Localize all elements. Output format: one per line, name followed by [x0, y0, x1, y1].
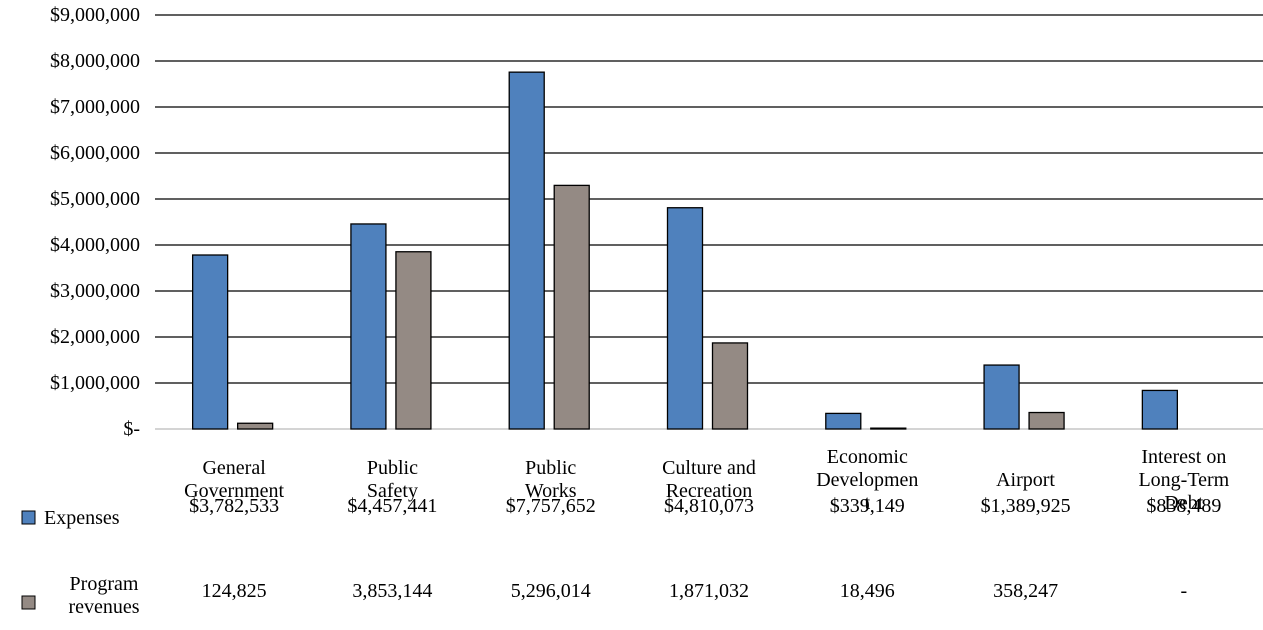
bar — [508, 71, 545, 430]
bar — [870, 427, 907, 430]
x-tick-label: Interest on Long-Term Debt — [1138, 445, 1230, 514]
bar — [191, 254, 229, 430]
bar — [553, 184, 590, 430]
y-tick-label: $2,000,000 — [50, 326, 140, 348]
table-value: 124,825 — [201, 579, 267, 602]
table-value: $838,489 — [1146, 494, 1222, 517]
table-value: $7,757,652 — [505, 494, 596, 517]
legend-swatch — [21, 595, 36, 610]
table-value: $4,810,073 — [664, 494, 754, 517]
y-tick-label: $9,000,000 — [50, 4, 140, 26]
table-value: 5,296,014 — [510, 579, 591, 602]
x-tick-label: Culture and Recreation — [662, 457, 756, 502]
bar — [666, 207, 704, 430]
table-value: $1,389,925 — [980, 494, 1071, 517]
table-value: $339,149 — [829, 494, 905, 517]
x-tick-label: General Government — [184, 457, 285, 502]
x-tick-label: Public Safety — [366, 457, 418, 502]
bar — [983, 364, 1020, 430]
y-tick-label: $7,000,000 — [50, 96, 140, 118]
table-value: 18,496 — [839, 579, 895, 602]
bar — [1141, 389, 1179, 430]
bar — [350, 223, 387, 430]
table-value: $4,457,441 — [347, 494, 438, 517]
table-value: - — [1180, 579, 1188, 602]
y-tick-label: $1,000,000 — [50, 372, 140, 394]
table-value: 3,853,144 — [352, 579, 433, 602]
table-value: 1,871,032 — [669, 579, 749, 602]
y-tick-label: $- — [123, 418, 140, 440]
legend-label: Expenses — [44, 506, 120, 529]
legend-label: Program revenues — [68, 573, 140, 618]
x-tick-label: Economic Development — [816, 445, 919, 514]
x-tick-label: Airport — [996, 468, 1055, 491]
y-tick-label: $5,000,000 — [50, 188, 140, 210]
x-tick-label: Public Works — [524, 457, 577, 502]
bar — [236, 422, 274, 430]
table-value: 358,247 — [993, 579, 1059, 602]
bar — [395, 251, 432, 430]
y-tick-label: $6,000,000 — [50, 142, 140, 164]
y-tick-label: $8,000,000 — [50, 50, 140, 72]
y-tick-label: $4,000,000 — [50, 234, 140, 256]
y-tick-label: $3,000,000 — [50, 280, 140, 302]
legend-swatch — [21, 510, 36, 525]
bar — [825, 412, 862, 430]
table-value: $3,782,533 — [189, 494, 280, 517]
bar — [1028, 411, 1065, 430]
bar — [711, 342, 749, 430]
